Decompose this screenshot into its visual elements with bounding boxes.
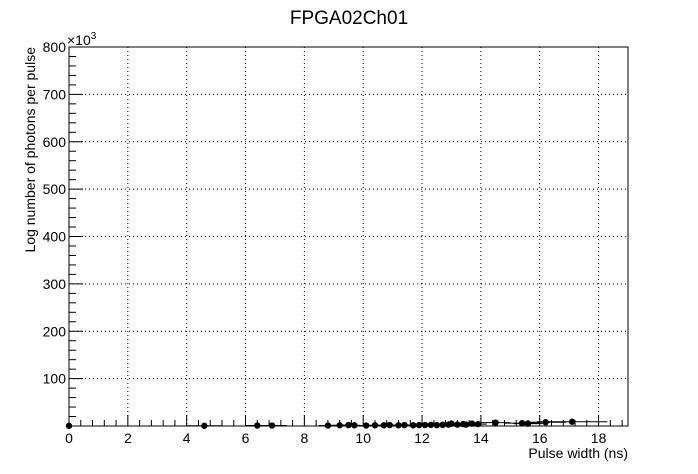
x-tick-label: 12 — [414, 430, 430, 446]
y-tick-label: 800 — [43, 39, 67, 55]
point-marker — [462, 421, 470, 428]
x-tick-label: 8 — [300, 430, 308, 446]
x-tick-label: 0 — [65, 430, 73, 446]
x-tick-label: 2 — [124, 430, 132, 446]
point-marker — [386, 421, 393, 429]
y-tick-label: 300 — [43, 276, 67, 292]
point-marker — [362, 422, 370, 429]
y-tick-label: 400 — [43, 229, 67, 245]
point-marker — [65, 422, 73, 429]
point-marker — [568, 418, 576, 425]
point-marker — [474, 420, 482, 428]
data-point — [536, 418, 608, 425]
y-tick-label: 100 — [43, 371, 67, 387]
point-marker — [492, 419, 499, 426]
point-marker — [524, 420, 532, 427]
x-tick-labels: 0 2 4 6 8 10 12 14 16 18 — [65, 430, 606, 446]
data-point — [65, 422, 73, 429]
y-axis-multiplier-base: ×10 — [67, 32, 91, 48]
point-marker — [268, 422, 276, 429]
point-marker — [201, 422, 208, 429]
data-point — [257, 422, 287, 429]
chart-title: FPGA02Ch01 — [290, 8, 408, 29]
x-tick-label: 4 — [183, 430, 191, 446]
y-axis-title: Log number of photons per pulse — [22, 47, 38, 253]
data-points — [65, 418, 608, 429]
point-marker — [351, 422, 358, 429]
y-axis-multiplier-exponent: 3 — [91, 31, 97, 42]
data-point — [186, 422, 222, 429]
y-tick-label: 500 — [43, 181, 67, 197]
point-marker — [336, 422, 343, 429]
x-axis-title: Pulse width (ns) — [528, 445, 628, 461]
point-marker — [448, 420, 455, 427]
x-tick-label: 16 — [532, 430, 548, 446]
x-tick-label: 6 — [242, 430, 250, 446]
x-tick-label: 18 — [591, 430, 607, 446]
y-axis-multiplier: ×103 — [67, 31, 97, 48]
x-tick-label: 14 — [473, 430, 489, 446]
y-tick-label: 600 — [43, 134, 67, 150]
point-marker — [401, 421, 408, 429]
y-tick-label: 200 — [43, 323, 67, 339]
y-tick-labels: 100 200 300 400 500 600 700 800 — [43, 39, 67, 387]
x-tick-label: 10 — [355, 430, 371, 446]
data-point — [469, 420, 487, 428]
y-tick-label: 700 — [43, 86, 67, 102]
